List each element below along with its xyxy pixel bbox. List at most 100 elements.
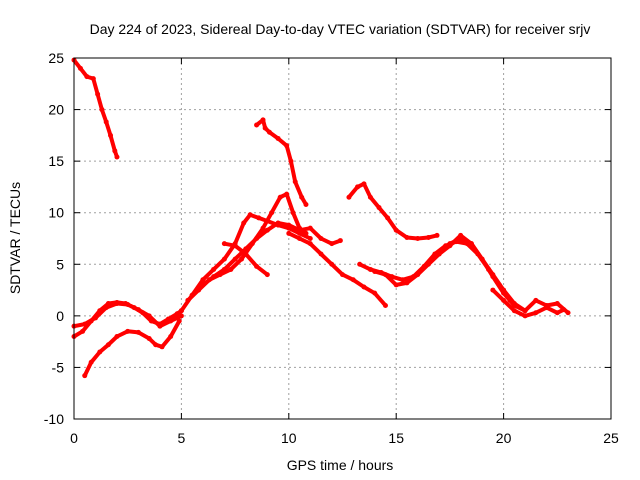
data-point <box>135 307 141 313</box>
data-point <box>297 236 303 241</box>
data-point <box>221 256 227 262</box>
data-point <box>522 308 528 314</box>
x-tick-label: 15 <box>388 430 404 446</box>
chart-title: Day 224 of 2023, Sidereal Day-to-day VTE… <box>90 21 591 37</box>
data-point <box>367 194 373 200</box>
data-point <box>501 287 507 293</box>
plot-frame <box>73 57 612 420</box>
y-tick-label: 10 <box>48 205 64 221</box>
data-point <box>479 256 485 262</box>
data-point <box>82 321 88 327</box>
y-tick-label: 5 <box>56 256 64 272</box>
data-point <box>350 277 356 283</box>
data-point <box>404 280 410 286</box>
data-point <box>307 236 313 241</box>
data-point <box>239 256 245 262</box>
y-tick-label: 0 <box>56 308 64 324</box>
data-point <box>178 313 184 319</box>
y-tick-label: 20 <box>48 102 64 118</box>
y-tick-label: 15 <box>48 153 64 169</box>
x-axis-title: GPS time / hours <box>287 457 394 473</box>
data-point <box>254 122 260 128</box>
data-point <box>269 210 275 216</box>
data-point <box>159 344 165 350</box>
data-point <box>243 246 249 252</box>
data-point <box>254 236 260 241</box>
data-point <box>153 342 159 348</box>
data-point <box>511 300 517 306</box>
data-point <box>307 241 313 247</box>
data-point <box>178 308 184 314</box>
data-point <box>108 132 114 138</box>
data-point <box>554 310 560 316</box>
data-point <box>447 243 453 249</box>
data-point <box>243 251 249 257</box>
data-point <box>103 305 109 311</box>
data-point <box>303 230 309 236</box>
x-tick-label: 10 <box>281 430 297 446</box>
data-point <box>303 201 309 207</box>
x-tick-labels: 0 5 10 15 20 25 <box>70 58 619 446</box>
data-point <box>90 76 96 82</box>
data-point <box>135 329 141 335</box>
data-point <box>264 272 270 278</box>
data-point <box>114 154 120 160</box>
data-point <box>346 194 352 200</box>
data-point <box>221 241 227 247</box>
data-point <box>262 125 268 131</box>
data-point <box>200 277 206 283</box>
data-point <box>355 184 361 190</box>
data-point <box>284 191 290 197</box>
data-point <box>211 266 217 272</box>
data-point <box>174 311 180 317</box>
series-arc-evening-high <box>346 181 439 241</box>
data-point <box>286 222 292 228</box>
y-axis-title: SDTVAR / TECUs <box>7 182 23 294</box>
data-point <box>260 225 266 231</box>
data-point <box>277 194 283 200</box>
data-point <box>393 227 399 233</box>
data-point <box>361 181 367 187</box>
data-point <box>533 297 539 303</box>
data-point <box>436 251 442 257</box>
data-point <box>357 261 363 267</box>
data-point <box>299 194 305 200</box>
data-point <box>105 342 111 348</box>
data-point <box>533 310 539 316</box>
data-point <box>168 333 174 339</box>
data-point <box>544 305 550 311</box>
data-point <box>372 269 378 275</box>
data-point <box>292 179 298 185</box>
data-point <box>425 234 431 240</box>
data-point <box>511 308 517 314</box>
data-point <box>400 277 406 283</box>
data-point <box>260 117 266 123</box>
data-point <box>490 272 496 278</box>
data-point <box>340 272 345 278</box>
data-point <box>114 300 120 306</box>
series-arc-upper-cluster-a <box>254 117 308 207</box>
data-point <box>425 261 431 267</box>
data-point <box>382 303 388 309</box>
x-tick-label: 5 <box>178 430 186 446</box>
data-point <box>501 297 507 303</box>
data-point <box>264 227 270 233</box>
data-point <box>200 282 206 288</box>
data-point <box>84 74 90 80</box>
x-tick-label: 20 <box>496 430 512 446</box>
data-point <box>266 129 272 135</box>
series-arc-early-high <box>72 58 119 159</box>
data-point <box>241 220 247 226</box>
data-point <box>247 212 253 218</box>
data-point <box>77 65 83 71</box>
data-point <box>468 241 474 247</box>
data-point <box>561 307 567 313</box>
grid-layer <box>74 58 611 419</box>
y-tick-label: -10 <box>44 411 64 427</box>
data-point <box>185 297 191 303</box>
data-point <box>415 236 421 241</box>
data-point <box>146 313 152 319</box>
data-point <box>297 227 303 233</box>
data-point <box>367 266 373 272</box>
